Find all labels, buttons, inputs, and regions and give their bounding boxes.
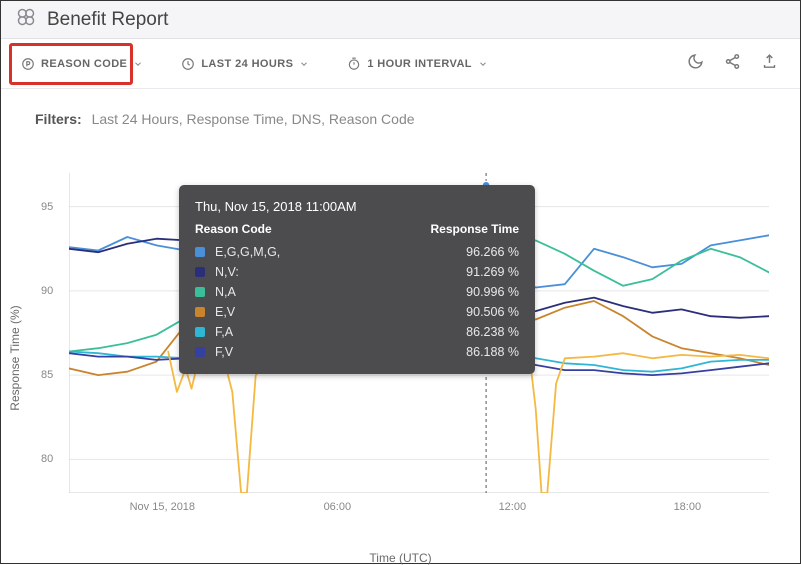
tooltip-series-value: 91.269 %: [466, 265, 519, 279]
y-tick: 90: [41, 285, 53, 297]
y-tick: 80: [41, 453, 53, 465]
interval-dropdown[interactable]: 1 HOUR INTERVAL: [335, 49, 500, 79]
tooltip-row: E,V 90.506 %: [195, 302, 519, 322]
reason-code-label: REASON CODE: [41, 58, 127, 70]
tooltip-series-value: 96.266 %: [466, 245, 519, 259]
x-tick: 12:00: [499, 501, 527, 513]
tooltip-col1: Reason Code: [195, 222, 272, 236]
tooltip-series-value: 86.188 %: [466, 345, 519, 359]
y-tick: 85: [41, 369, 53, 381]
page-title: Benefit Report: [47, 9, 168, 31]
series-swatch: [195, 247, 205, 257]
time-range-dropdown[interactable]: LAST 24 HOURS: [169, 49, 321, 79]
series-swatch: [195, 347, 205, 357]
export-icon[interactable]: [761, 53, 778, 75]
tooltip-row: F,V 86.188 %: [195, 342, 519, 362]
filters-label: Filters:: [35, 111, 82, 127]
dark-mode-icon[interactable]: [687, 53, 704, 75]
tooltip-row: F,A 86.238 %: [195, 322, 519, 342]
x-axis-label: Time (UTC): [369, 551, 431, 565]
chart-container: Response Time (%) 80859095 Nov 15, 20180…: [21, 173, 780, 543]
tooltip-col2: Response Time: [431, 222, 519, 236]
share-icon[interactable]: [724, 53, 741, 75]
tooltip-row: E,G,G,M,G, 96.266 %: [195, 242, 519, 262]
tooltip-series-label: E,V: [215, 305, 235, 319]
tooltip-series-label: F,A: [215, 325, 233, 339]
series-swatch: [195, 267, 205, 277]
x-tick: 06:00: [324, 501, 352, 513]
chevron-down-icon: [299, 59, 309, 69]
tooltip-series-label: N,A: [215, 285, 236, 299]
time-range-label: LAST 24 HOURS: [201, 58, 293, 70]
interval-label: 1 HOUR INTERVAL: [367, 58, 472, 70]
tooltip-series-label: E,G,G,M,G,: [215, 245, 280, 259]
reason-code-dropdown[interactable]: REASON CODE: [9, 49, 155, 79]
chevron-down-icon: [478, 59, 488, 69]
y-tick: 95: [41, 201, 53, 213]
series-swatch: [195, 327, 205, 337]
chevron-down-icon: [133, 59, 143, 69]
x-tick: 18:00: [674, 501, 702, 513]
series-swatch: [195, 307, 205, 317]
tooltip-series-label: F,V: [215, 345, 233, 359]
tooltip-series-value: 86.238 %: [466, 325, 519, 339]
x-tick: Nov 15, 2018: [130, 501, 195, 513]
filters-text: Last 24 Hours, Response Time, DNS, Reaso…: [92, 111, 415, 127]
toolbar: REASON CODE LAST 24 HOURS 1 HOUR INTERVA…: [1, 39, 800, 89]
tooltip-series-label: N,V:: [215, 265, 239, 279]
tooltip-row: N,A 90.996 %: [195, 282, 519, 302]
reason-code-icon: [21, 57, 35, 71]
tooltip-series-value: 90.506 %: [466, 305, 519, 319]
app-logo-icon: [15, 6, 47, 33]
page-header: Benefit Report: [1, 1, 800, 39]
clock-icon: [181, 57, 195, 71]
series-swatch: [195, 287, 205, 297]
tooltip-date: Thu, Nov 15, 2018 11:00AM: [195, 199, 519, 214]
tooltip-row: N,V: 91.269 %: [195, 262, 519, 282]
tooltip-series-value: 90.996 %: [466, 285, 519, 299]
timer-icon: [347, 57, 361, 71]
chart-tooltip: Thu, Nov 15, 2018 11:00AM Reason Code Re…: [179, 185, 535, 374]
y-axis-label: Response Time (%): [8, 305, 22, 410]
filters-row: Filters: Last 24 Hours, Response Time, D…: [1, 89, 800, 133]
